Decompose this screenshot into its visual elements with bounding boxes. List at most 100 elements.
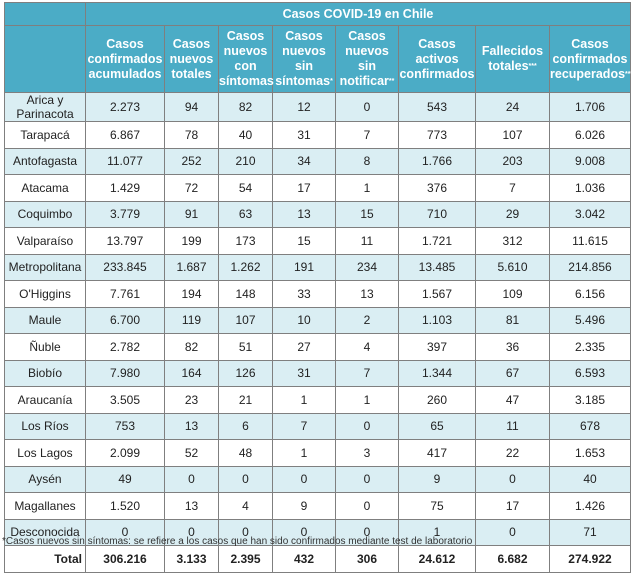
column-header: Casos activos confirmados	[398, 25, 476, 93]
table-cell: 0	[85, 518, 165, 546]
table-cell: 27	[272, 333, 336, 361]
table-cell: 13.485	[398, 253, 476, 281]
table-cell: 1	[272, 386, 336, 414]
table-cell: 0	[272, 465, 336, 493]
table-cell: 23	[164, 386, 219, 414]
table-cell: 126	[218, 359, 273, 387]
table-cell: 1.721	[398, 227, 476, 255]
table-cell: 543	[398, 92, 476, 122]
covid-cases-table: Casos COVID-19 en Chile Casos confirmado…	[4, 2, 632, 573]
table-cell: 5.496	[549, 306, 631, 334]
total-cell: 24.612	[398, 545, 476, 573]
table-cell: 1	[335, 174, 399, 202]
table-cell: 13	[335, 280, 399, 308]
table-cell: 252	[164, 147, 219, 175]
table-cell: 107	[475, 121, 550, 149]
total-cell: 432	[272, 545, 336, 573]
region-name: Atacama	[4, 174, 86, 202]
table-cell: 24	[475, 92, 550, 122]
table-cell: 7	[335, 121, 399, 149]
total-cell: 306.216	[85, 545, 165, 573]
table-cell: 4	[335, 333, 399, 361]
table-title: Casos COVID-19 en Chile	[85, 2, 631, 26]
table-cell: 22	[475, 439, 550, 467]
table-cell: 52	[164, 439, 219, 467]
table-cell: 6.700	[85, 306, 165, 334]
table-cell: 191	[272, 253, 336, 281]
table-cell: 0	[164, 465, 219, 493]
region-name: Biobío	[4, 359, 86, 387]
table-cell: 29	[475, 200, 550, 228]
table-cell: 11	[475, 412, 550, 440]
table-cell: 260	[398, 386, 476, 414]
table-cell: 71	[549, 518, 631, 546]
table-cell: 6.026	[549, 121, 631, 149]
table-cell: 67	[475, 359, 550, 387]
column-header-label: Casos nuevos totales	[169, 36, 214, 81]
total-cell: 3.133	[164, 545, 219, 573]
region-name: Antofagasta	[4, 147, 86, 175]
table-row: Valparaíso 13.797 199 173 15 11 1.721 312 11.615	[4, 227, 631, 255]
table-cell: 10	[272, 306, 336, 334]
table-cell: 203	[475, 147, 550, 175]
table-cell: 0	[335, 412, 399, 440]
table-cell: 94	[164, 92, 219, 122]
region-name: Desconocida	[4, 518, 86, 546]
total-row: Total 306.216 3.133 2.395 432 306 24.612 6.682 2…	[4, 545, 631, 573]
table-cell: 40	[218, 121, 273, 149]
table-cell: 3.505	[85, 386, 165, 414]
table-cell: 34	[272, 147, 336, 175]
table-cell: 13.797	[85, 227, 165, 255]
table-cell: 1.036	[549, 174, 631, 202]
table-cell: 7.980	[85, 359, 165, 387]
table-cell: 5.610	[475, 253, 550, 281]
table-cell: 1.426	[549, 492, 631, 520]
table-cell: 1.687	[164, 253, 219, 281]
table-cell: 0	[335, 92, 399, 122]
table-cell: 3.779	[85, 200, 165, 228]
table-cell: 1.520	[85, 492, 165, 520]
table-cell: 11	[335, 227, 399, 255]
column-header: Casos confirmados recuperados****	[549, 25, 632, 93]
table-cell: 12	[272, 92, 336, 122]
table-cell: 1.706	[549, 92, 631, 122]
region-name: O'Higgins	[4, 280, 86, 308]
table-cell: 1	[398, 518, 476, 546]
region-name: Valparaíso	[4, 227, 86, 255]
table-cell: 119	[164, 306, 219, 334]
table-cell: 1.653	[549, 439, 631, 467]
table-cell: 233.845	[85, 253, 165, 281]
table-cell: 8	[335, 147, 399, 175]
total-cell: 2.395	[218, 545, 273, 573]
column-header-label: Casos confirmados acumulados	[87, 36, 163, 81]
table-cell: 0	[218, 465, 273, 493]
table-cell: 63	[218, 200, 273, 228]
table-cell: 2.099	[85, 439, 165, 467]
table-cell: 0	[218, 518, 273, 546]
table-cell: 13	[164, 492, 219, 520]
table-cell: 9.008	[549, 147, 631, 175]
table-cell: 0	[335, 465, 399, 493]
table-cell: 210	[218, 147, 273, 175]
table-cell: 15	[335, 200, 399, 228]
table-row: Biobío 7.980 164 126 31 7 1.344 67 6.593	[4, 359, 631, 387]
table-row: Maule 6.700 119 107 10 2 1.103 81 5.496	[4, 306, 631, 334]
table-cell: 33	[272, 280, 336, 308]
column-header-label: Casos nuevos sin síntomas	[275, 29, 331, 88]
region-name: Coquimbo	[4, 200, 86, 228]
table-row: Los Lagos 2.099 52 48 1 3 417 22 1.653	[4, 439, 631, 467]
table-cell: 47	[475, 386, 550, 414]
table-cell: 0	[335, 492, 399, 520]
table-cell: 2.273	[85, 92, 165, 122]
column-header-label: Fallecidos totales	[481, 44, 544, 73]
table-cell: 0	[164, 518, 219, 546]
table-cell: 397	[398, 333, 476, 361]
table-cell: 6.156	[549, 280, 631, 308]
column-header-label: Casos confirmados recuperados	[550, 36, 628, 81]
table-cell: 0	[475, 465, 550, 493]
table-cell: 21	[218, 386, 273, 414]
table-cell: 9	[272, 492, 336, 520]
table-cell: 40	[549, 465, 631, 493]
table-cell: 9	[398, 465, 476, 493]
table-cell: 51	[218, 333, 273, 361]
